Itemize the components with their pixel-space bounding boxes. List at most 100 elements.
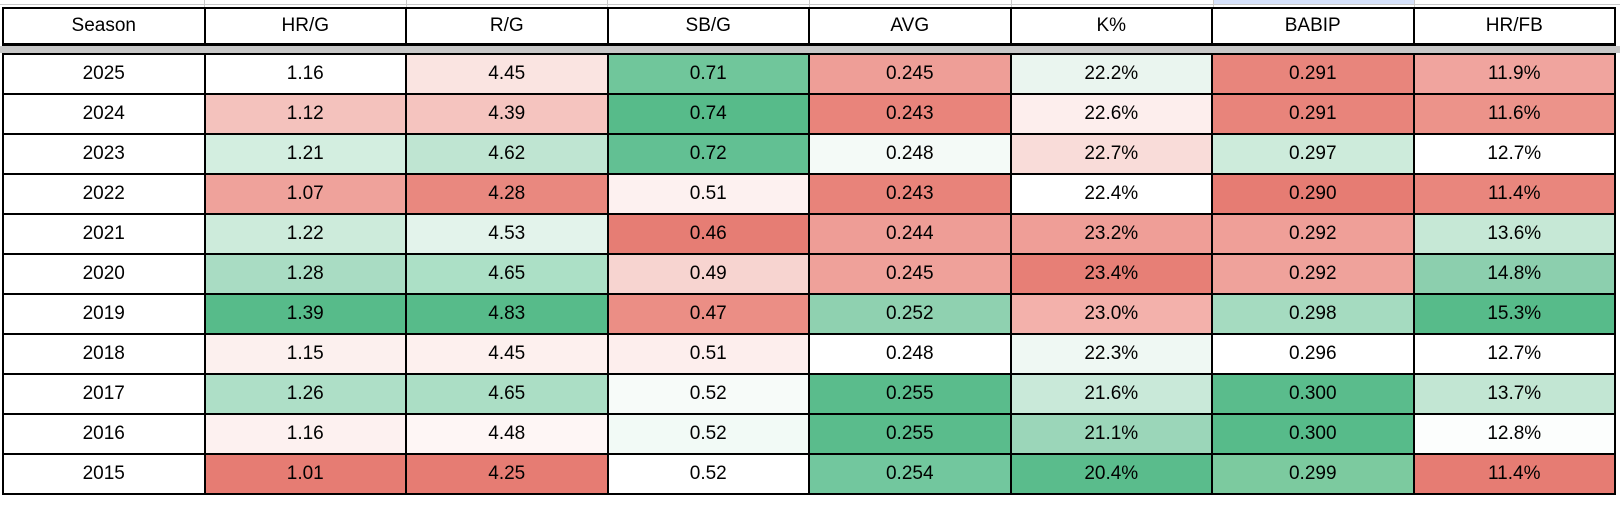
stat-cell[interactable]: 0.245	[808, 53, 1012, 95]
stat-cell[interactable]: 1.01	[203, 453, 407, 495]
table-row: 2015 1.01 4.25 0.52 0.254 20.4% 0.299 11.4%	[2, 453, 1616, 495]
season-cell[interactable]: 2015	[2, 453, 206, 495]
stat-cell[interactable]: 0.292	[1211, 253, 1415, 295]
season-cell[interactable]: 2021	[2, 213, 206, 255]
column-header-hr-per-g[interactable]: HR/G	[203, 7, 407, 46]
stat-cell[interactable]: 0.255	[808, 413, 1012, 455]
stat-cell[interactable]: 0.254	[808, 453, 1012, 495]
stat-cell[interactable]: 22.2%	[1009, 53, 1213, 95]
stat-cell[interactable]: 4.83	[405, 293, 609, 335]
stat-cell[interactable]: 1.39	[203, 293, 407, 335]
column-header-babip[interactable]: BABIP	[1211, 7, 1415, 46]
stat-cell[interactable]: 0.244	[808, 213, 1012, 255]
stat-cell[interactable]: 0.74	[606, 93, 810, 135]
stat-cell[interactable]: 21.6%	[1009, 373, 1213, 415]
stat-cell[interactable]: 0.296	[1211, 333, 1415, 375]
stat-cell[interactable]: 4.25	[405, 453, 609, 495]
stat-cell[interactable]: 4.48	[405, 413, 609, 455]
stat-cell[interactable]: 0.248	[808, 333, 1012, 375]
stat-cell[interactable]: 0.51	[606, 173, 810, 215]
season-cell[interactable]: 2017	[2, 373, 206, 415]
column-header-sb-per-g[interactable]: SB/G	[606, 7, 810, 46]
stat-cell[interactable]: 0.290	[1211, 173, 1415, 215]
stat-cell[interactable]: 1.07	[203, 173, 407, 215]
stat-cell[interactable]: 0.291	[1211, 93, 1415, 135]
column-header-hr-per-fb[interactable]: HR/FB	[1412, 7, 1616, 46]
stat-cell[interactable]: 23.4%	[1009, 253, 1213, 295]
stat-cell[interactable]: 0.72	[606, 133, 810, 175]
column-header-season[interactable]: Season	[2, 7, 206, 46]
stat-cell[interactable]: 13.7%	[1412, 373, 1616, 415]
stat-cell[interactable]: 4.65	[405, 373, 609, 415]
table-row: 2020 1.28 4.65 0.49 0.245 23.4% 0.292 14.8%	[2, 253, 1616, 295]
stat-cell[interactable]: 0.47	[606, 293, 810, 335]
stat-cell[interactable]: 12.7%	[1412, 333, 1616, 375]
stat-cell[interactable]: 23.2%	[1009, 213, 1213, 255]
table-row: 2018 1.15 4.45 0.51 0.248 22.3% 0.296 12.7%	[2, 333, 1616, 375]
season-cell[interactable]: 2016	[2, 413, 206, 455]
stat-cell[interactable]: 0.52	[606, 453, 810, 495]
column-header-avg[interactable]: AVG	[808, 7, 1012, 46]
stat-cell[interactable]: 0.300	[1211, 373, 1415, 415]
stat-cell[interactable]: 0.255	[808, 373, 1012, 415]
stat-cell[interactable]: 4.45	[405, 333, 609, 375]
stat-cell[interactable]: 0.291	[1211, 53, 1415, 95]
stat-cell[interactable]: 20.4%	[1009, 453, 1213, 495]
stat-cell[interactable]: 1.28	[203, 253, 407, 295]
stat-cell[interactable]: 11.4%	[1412, 173, 1616, 215]
season-cell[interactable]: 2022	[2, 173, 206, 215]
stat-cell[interactable]: 0.297	[1211, 133, 1415, 175]
stat-cell[interactable]: 0.245	[808, 253, 1012, 295]
season-cell[interactable]: 2024	[2, 93, 206, 135]
column-header-r-per-g[interactable]: R/G	[405, 7, 609, 46]
stat-cell[interactable]: 0.299	[1211, 453, 1415, 495]
stat-cell[interactable]: 0.248	[808, 133, 1012, 175]
stat-cell[interactable]: 4.65	[405, 253, 609, 295]
stat-cell[interactable]: 0.51	[606, 333, 810, 375]
stat-cell[interactable]: 1.22	[203, 213, 407, 255]
stat-cell[interactable]: 4.45	[405, 53, 609, 95]
sheet-gridline	[607, 0, 608, 7]
stat-cell[interactable]: 0.243	[808, 93, 1012, 135]
season-cell[interactable]: 2023	[2, 133, 206, 175]
stat-cell[interactable]: 4.28	[405, 173, 609, 215]
stat-cell[interactable]: 0.252	[808, 293, 1012, 335]
stat-cell[interactable]: 1.12	[203, 93, 407, 135]
season-cell[interactable]: 2019	[2, 293, 206, 335]
stat-cell[interactable]: 22.7%	[1009, 133, 1213, 175]
stat-cell[interactable]: 0.46	[606, 213, 810, 255]
stat-cell[interactable]: 15.3%	[1412, 293, 1616, 335]
stat-cell[interactable]: 22.3%	[1009, 333, 1213, 375]
stat-cell[interactable]: 0.298	[1211, 293, 1415, 335]
stat-cell[interactable]: 1.15	[203, 333, 407, 375]
stat-cell[interactable]: 11.4%	[1412, 453, 1616, 495]
column-header-k-pct[interactable]: K%	[1009, 7, 1213, 46]
stat-cell[interactable]: 0.292	[1211, 213, 1415, 255]
stat-cell[interactable]: 21.1%	[1009, 413, 1213, 455]
stat-cell[interactable]: 0.52	[606, 413, 810, 455]
stat-cell[interactable]: 1.16	[203, 413, 407, 455]
stat-cell[interactable]: 1.26	[203, 373, 407, 415]
stat-cell[interactable]: 0.300	[1211, 413, 1415, 455]
stat-cell[interactable]: 0.243	[808, 173, 1012, 215]
stat-cell[interactable]: 11.9%	[1412, 53, 1616, 95]
stat-cell[interactable]: 1.21	[203, 133, 407, 175]
stat-cell[interactable]: 1.16	[203, 53, 407, 95]
stat-cell[interactable]: 11.6%	[1412, 93, 1616, 135]
stat-cell[interactable]: 0.52	[606, 373, 810, 415]
season-cell[interactable]: 2025	[2, 53, 206, 95]
stat-cell[interactable]: 14.8%	[1412, 253, 1616, 295]
stat-cell[interactable]: 0.71	[606, 53, 810, 95]
stat-cell[interactable]: 4.62	[405, 133, 609, 175]
season-cell[interactable]: 2018	[2, 333, 206, 375]
stat-cell[interactable]: 4.53	[405, 213, 609, 255]
stat-cell[interactable]: 23.0%	[1009, 293, 1213, 335]
stat-cell[interactable]: 4.39	[405, 93, 609, 135]
stat-cell[interactable]: 12.7%	[1412, 133, 1616, 175]
stat-cell[interactable]: 12.8%	[1412, 413, 1616, 455]
season-cell[interactable]: 2020	[2, 253, 206, 295]
stat-cell[interactable]: 0.49	[606, 253, 810, 295]
stat-cell[interactable]: 22.6%	[1009, 93, 1213, 135]
stat-cell[interactable]: 13.6%	[1412, 213, 1616, 255]
stat-cell[interactable]: 22.4%	[1009, 173, 1213, 215]
